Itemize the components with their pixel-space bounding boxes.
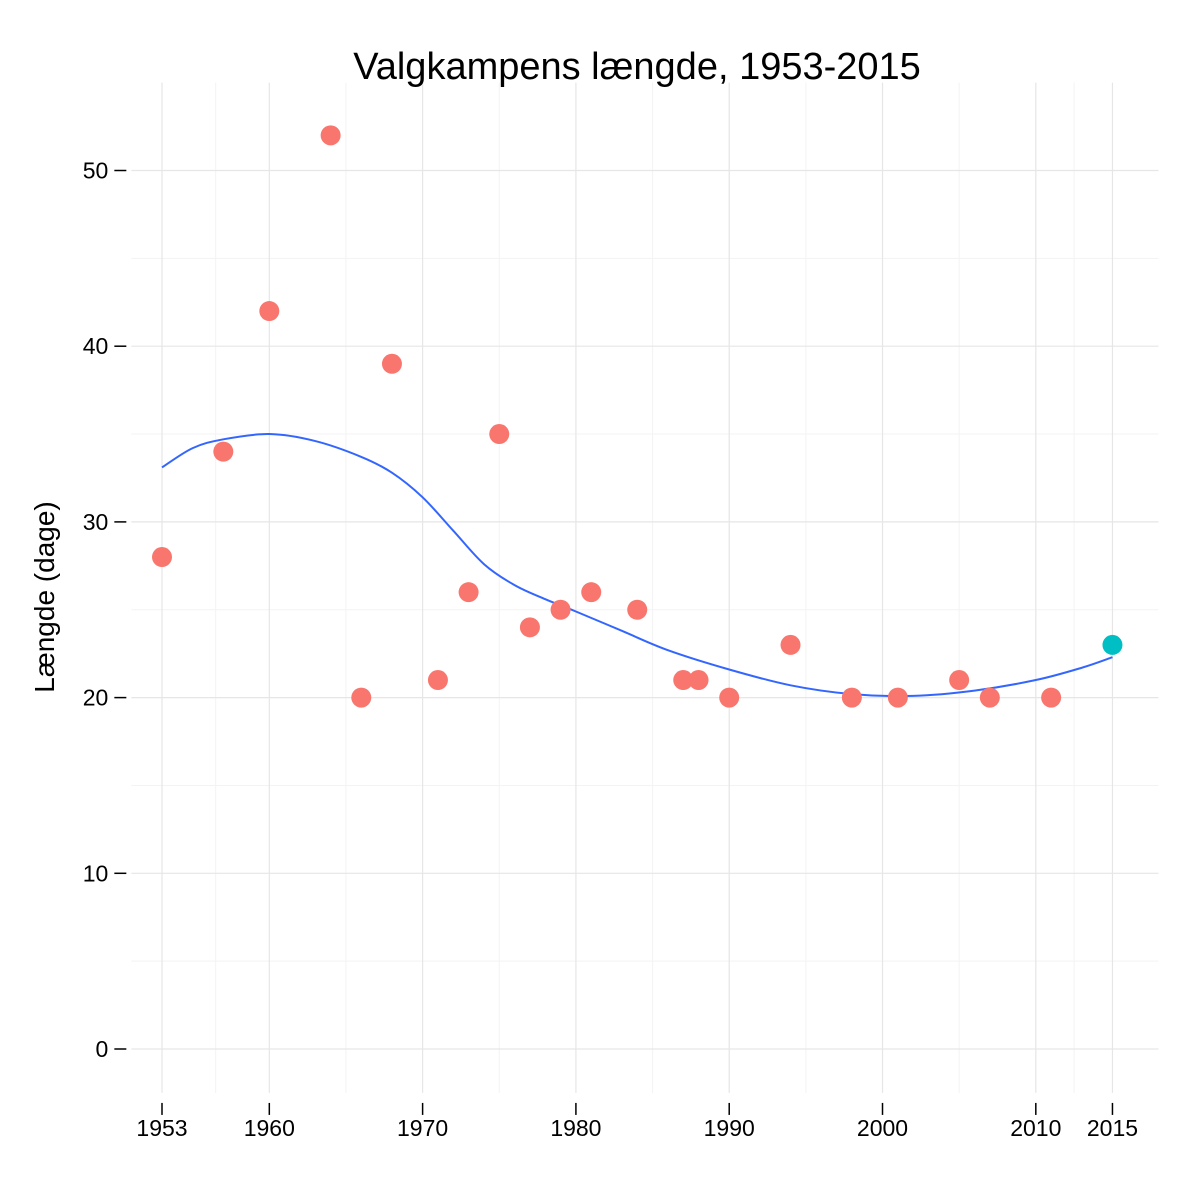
data-point — [489, 424, 510, 445]
x-tick-label: 1980 — [550, 1115, 601, 1141]
data-point — [519, 617, 540, 638]
smooth-trend-line — [161, 433, 1113, 698]
data-point — [719, 687, 740, 708]
data-point — [259, 301, 280, 322]
data-points — [152, 125, 1123, 708]
y-axis-label: Længde (dage) — [29, 501, 60, 692]
data-point — [887, 687, 908, 708]
y-tick-label: 50 — [83, 158, 109, 184]
axes: 0 10 20 30 40 50 1953 1960 1970 1980 1990 2000 2010 2… — [83, 158, 1138, 1141]
data-point-2015 — [1102, 634, 1123, 655]
x-tick-label: 1953 — [136, 1115, 187, 1141]
data-point — [780, 634, 801, 655]
grid — [131, 82, 1159, 1093]
data-point — [949, 670, 970, 691]
data-point — [673, 670, 694, 691]
data-point — [581, 582, 602, 603]
y-tick-label: 30 — [83, 509, 109, 535]
data-point — [1041, 687, 1062, 708]
y-tick-label: 40 — [83, 333, 109, 359]
chart-title: Valgkampens længde, 1953-2015 — [353, 46, 921, 88]
x-tick-label: 2000 — [857, 1115, 908, 1141]
y-tick-label: 20 — [83, 685, 109, 711]
data-point — [550, 599, 571, 620]
y-tick-label: 10 — [83, 860, 109, 886]
data-point — [351, 687, 372, 708]
data-point — [458, 582, 479, 603]
x-tick-label: 2015 — [1087, 1115, 1138, 1141]
data-point — [152, 547, 172, 568]
data-point — [627, 599, 648, 620]
x-tick-label: 1970 — [397, 1115, 448, 1141]
y-tick-label: 0 — [96, 1036, 109, 1062]
x-tick-label: 2010 — [1010, 1115, 1061, 1141]
x-tick-label: 1960 — [244, 1115, 295, 1141]
data-point — [381, 353, 402, 374]
data-point — [427, 670, 448, 691]
data-point — [320, 125, 341, 146]
data-point — [979, 687, 1000, 708]
data-point — [841, 687, 862, 708]
x-tick-label: 1990 — [704, 1115, 755, 1141]
data-point — [213, 441, 234, 462]
data-point — [688, 670, 709, 691]
